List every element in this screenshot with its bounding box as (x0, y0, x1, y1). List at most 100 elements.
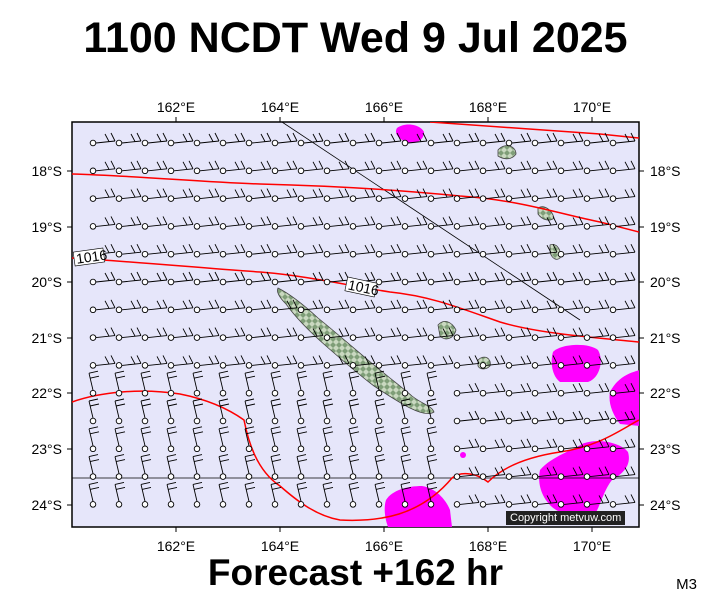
wind-station (323, 362, 331, 369)
wind-barb (114, 426, 126, 446)
wind-barb (615, 466, 636, 478)
wind-barb (296, 398, 308, 419)
wind-station (375, 501, 383, 508)
wind-station (219, 167, 227, 175)
wind-barb (374, 398, 386, 419)
wind-barb (270, 481, 282, 502)
wind-barb (459, 327, 480, 339)
wind-barb (615, 188, 636, 200)
wind-station (167, 306, 175, 314)
wind-barb (147, 132, 168, 144)
wind-station (531, 223, 539, 230)
wind-barb (173, 355, 194, 366)
wind-barb (121, 132, 142, 144)
wind-barb (121, 299, 142, 311)
wind-barb (192, 426, 204, 446)
wind-station (583, 139, 591, 147)
wind-station (349, 445, 357, 453)
wind-station (297, 195, 305, 202)
wind-barb (426, 481, 438, 502)
wind-station (479, 167, 487, 175)
wind-barb (485, 438, 506, 450)
wind-station (271, 223, 279, 230)
wind-station (557, 223, 565, 230)
wind-station (609, 306, 617, 314)
wind-barb (95, 327, 116, 339)
wind-barb (511, 299, 532, 311)
wind-station (375, 167, 383, 175)
wind-barb (537, 355, 558, 366)
wind-station (505, 167, 513, 175)
wind-barb (511, 494, 532, 505)
wind-station (479, 473, 487, 480)
wind-station (167, 195, 175, 202)
wind-barb (615, 382, 636, 394)
wind-station (323, 306, 331, 314)
wind-station (323, 139, 331, 147)
wind-station (245, 417, 253, 425)
wind-station (271, 139, 279, 147)
wind-station (271, 278, 279, 286)
wind-station (89, 362, 97, 369)
wind-barb (589, 243, 610, 255)
wind-barb (537, 494, 558, 505)
wind-barb (426, 398, 438, 419)
wind-barb (121, 243, 142, 255)
wind-station (609, 223, 617, 230)
wind-barb (563, 188, 584, 200)
wind-station (609, 501, 617, 508)
lon-tick-168: 168°E (469, 99, 507, 115)
wind-station (505, 417, 513, 425)
wind-barb (192, 454, 204, 474)
wind-barb (355, 216, 376, 227)
wind-station (271, 334, 279, 341)
wind-barb (88, 370, 100, 391)
wind-barb (173, 327, 194, 339)
wind-barb (355, 160, 376, 172)
wind-station (401, 306, 409, 314)
svg-text:18°S: 18°S (650, 163, 681, 179)
wind-station (349, 362, 357, 369)
wind-station (401, 195, 409, 202)
wind-barb (511, 216, 532, 227)
wind-barb (374, 481, 386, 502)
wind-station (583, 417, 591, 425)
wind-station (193, 417, 201, 425)
wind-barb (407, 132, 428, 144)
wind-barb (251, 355, 272, 366)
wind-station (245, 250, 253, 258)
wind-barb (277, 160, 298, 172)
wind-station (531, 250, 539, 258)
wind-station (479, 389, 487, 397)
wind-station (271, 306, 279, 314)
wind-station (583, 445, 591, 453)
wind-barb (615, 438, 636, 450)
wind-barb (563, 327, 584, 339)
wind-station (453, 250, 461, 258)
wind-station (245, 195, 253, 202)
wind-barb (95, 355, 116, 366)
wind-barb (433, 327, 454, 339)
wind-barb (407, 327, 428, 339)
wind-station (245, 139, 253, 147)
wind-barb (218, 454, 230, 474)
wind-station (193, 473, 201, 480)
wind-station (115, 473, 123, 480)
wind-station (323, 501, 331, 508)
wind-barb (381, 327, 402, 339)
wind-station (141, 473, 149, 480)
wind-station (115, 306, 123, 314)
wind-station (115, 223, 123, 230)
wind-station (297, 223, 305, 230)
wind-barb (537, 216, 558, 227)
wind-station (375, 278, 383, 286)
wind-station (401, 389, 409, 397)
wind-barb (329, 188, 350, 200)
wind-barb (147, 355, 168, 366)
wind-barb (95, 216, 116, 227)
wind-station (557, 445, 565, 453)
wind-barb (511, 160, 532, 172)
wind-barb (192, 370, 204, 391)
svg-text:164°E: 164°E (261, 538, 299, 554)
wind-station (505, 389, 513, 397)
